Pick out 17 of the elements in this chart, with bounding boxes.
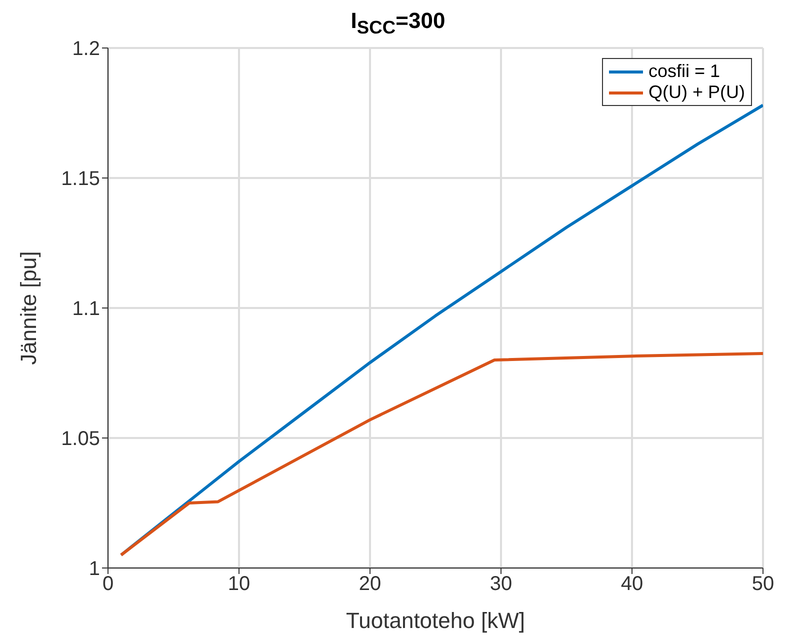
- x-tick-label: 10: [228, 573, 250, 596]
- legend-label: Q(U) + P(U): [648, 82, 745, 103]
- x-tick-label: 0: [102, 573, 114, 596]
- y-tick-label: 1.1: [72, 298, 100, 320]
- y-tick-label: 1.15: [61, 168, 100, 190]
- y-tick-label: 1.2: [72, 38, 100, 60]
- y-axis-title: Jännite [pu]: [16, 251, 41, 365]
- line-series: [120, 352, 763, 556]
- x-axis-title: Tuotantoteho [kW]: [346, 608, 525, 633]
- y-tick-label: 1: [88, 558, 100, 580]
- x-tick-label: 20: [358, 573, 382, 596]
- x-tick-label: 40: [620, 573, 644, 596]
- x-tick-label: 30: [490, 573, 512, 596]
- y-tick-label: 1.05: [61, 428, 100, 450]
- x-tick-label: 50: [752, 573, 774, 596]
- chart-title: I$_{SCC}$=300: [350, 8, 446, 38]
- legend-label: cosfii = 1: [648, 61, 720, 82]
